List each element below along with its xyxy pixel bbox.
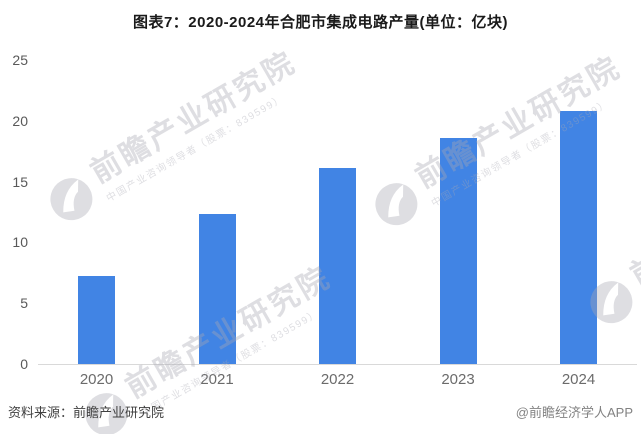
bar-2021 bbox=[198, 214, 236, 364]
x-tick-label: 2023 bbox=[441, 371, 475, 388]
bar-2023 bbox=[439, 137, 477, 364]
y-tick-label: 15 bbox=[12, 173, 28, 190]
bar-2024 bbox=[560, 111, 597, 364]
y-tick-label: 25 bbox=[12, 52, 28, 68]
y-tick-label: 0 bbox=[20, 356, 28, 372]
bar-2022 bbox=[319, 168, 356, 364]
x-axis-line bbox=[38, 364, 637, 365]
bar-2020 bbox=[78, 276, 115, 364]
y-tick-label: 20 bbox=[12, 112, 28, 129]
source-text: 资料来源：前瞻产业研究院 bbox=[8, 405, 165, 420]
credit-text: @前瞻经济学人APP bbox=[515, 405, 633, 420]
x-tick-label: 2024 bbox=[561, 371, 596, 388]
x-tick-label: 2022 bbox=[320, 371, 355, 388]
x-tick-label: 2020 bbox=[79, 371, 114, 388]
chart-title: 图表7：2020-2024年合肥市集成电路产量(单位：亿块) bbox=[132, 14, 509, 31]
y-tick-label: 5 bbox=[20, 295, 28, 312]
x-tick-label: 2021 bbox=[200, 371, 234, 388]
y-tick-label: 10 bbox=[12, 234, 28, 251]
